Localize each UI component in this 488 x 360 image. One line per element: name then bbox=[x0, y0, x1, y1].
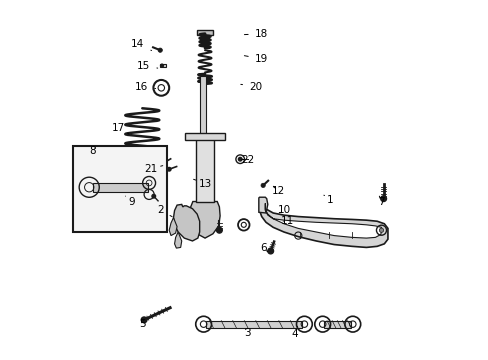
Polygon shape bbox=[265, 203, 381, 238]
Circle shape bbox=[380, 196, 386, 202]
Circle shape bbox=[152, 194, 155, 198]
Text: 17: 17 bbox=[111, 123, 129, 134]
Bar bbox=[196, 137, 213, 202]
Bar bbox=[206, 320, 301, 328]
Circle shape bbox=[379, 228, 383, 232]
Circle shape bbox=[167, 167, 171, 171]
Text: 14: 14 bbox=[131, 40, 151, 50]
Bar bbox=[93, 183, 148, 192]
Polygon shape bbox=[258, 197, 267, 213]
Text: 7: 7 bbox=[377, 196, 384, 207]
Bar bbox=[197, 30, 212, 35]
Text: 9: 9 bbox=[125, 196, 135, 207]
Text: 2: 2 bbox=[157, 206, 172, 217]
Text: 11: 11 bbox=[280, 216, 294, 226]
Bar bbox=[73, 146, 167, 232]
Text: 13: 13 bbox=[193, 179, 211, 189]
Bar bbox=[200, 76, 206, 137]
Polygon shape bbox=[169, 218, 177, 235]
Circle shape bbox=[141, 317, 147, 323]
Circle shape bbox=[261, 183, 265, 188]
Circle shape bbox=[238, 157, 242, 161]
Text: 22: 22 bbox=[241, 155, 254, 165]
Text: 16: 16 bbox=[134, 82, 155, 92]
Text: 8: 8 bbox=[89, 146, 95, 156]
Polygon shape bbox=[259, 200, 387, 247]
Bar bbox=[185, 134, 224, 140]
Circle shape bbox=[162, 161, 165, 165]
Text: 4: 4 bbox=[291, 326, 297, 339]
Text: 6: 6 bbox=[259, 243, 267, 253]
Text: 12: 12 bbox=[271, 186, 285, 197]
Circle shape bbox=[216, 227, 222, 233]
Text: 10: 10 bbox=[277, 206, 290, 216]
Text: 15: 15 bbox=[137, 61, 158, 71]
Polygon shape bbox=[190, 202, 220, 238]
Text: 19: 19 bbox=[244, 54, 268, 64]
Text: 21: 21 bbox=[144, 163, 163, 174]
Text: 18: 18 bbox=[244, 29, 268, 39]
Text: 5: 5 bbox=[139, 319, 145, 329]
Bar bbox=[324, 320, 351, 328]
Circle shape bbox=[267, 248, 273, 254]
Text: 1: 1 bbox=[323, 195, 333, 205]
Circle shape bbox=[158, 48, 162, 52]
Circle shape bbox=[160, 64, 163, 67]
Polygon shape bbox=[173, 204, 199, 241]
Text: 20: 20 bbox=[240, 82, 262, 92]
Text: 3: 3 bbox=[244, 328, 250, 338]
Bar bbox=[160, 64, 166, 67]
Polygon shape bbox=[174, 232, 182, 248]
